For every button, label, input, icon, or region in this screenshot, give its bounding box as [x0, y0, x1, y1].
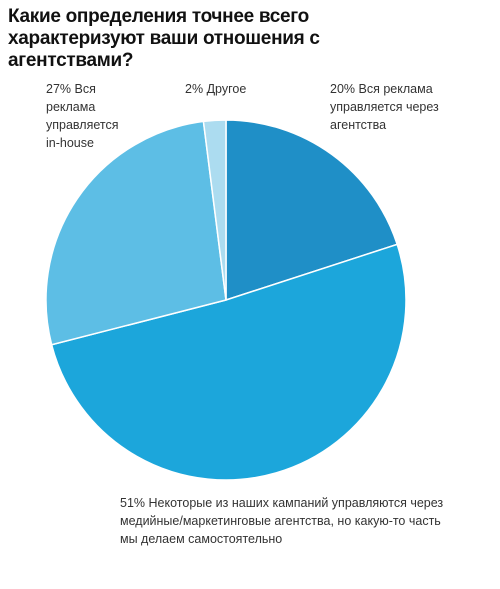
slice-label: 20% Вся реклама управляется через агентс…	[330, 80, 470, 134]
slice-label: 51% Некоторые из наших кампаний управляю…	[120, 494, 460, 548]
slice-label: 2% Другое	[185, 80, 275, 98]
value-label: 51%	[120, 496, 146, 510]
pie-slice	[202, 119, 227, 301]
category-label: Вся реклама управляется in-house	[46, 82, 119, 150]
pie-slice	[225, 119, 399, 302]
value-label: 27%	[46, 82, 72, 96]
pie-slice	[45, 120, 227, 346]
pie-slice	[50, 243, 407, 481]
category-label: Вся реклама управляется через агентства	[330, 82, 439, 132]
value-label: 20%	[330, 82, 356, 96]
category-label: Некоторые из наших кампаний управляются …	[120, 496, 444, 546]
value-label: 2%	[185, 82, 204, 96]
chart-title: Какие определения точнее всего характери…	[8, 6, 320, 71]
slice-label: 27% Вся реклама управляется in-house	[46, 80, 126, 152]
category-label: Другое	[206, 82, 247, 96]
